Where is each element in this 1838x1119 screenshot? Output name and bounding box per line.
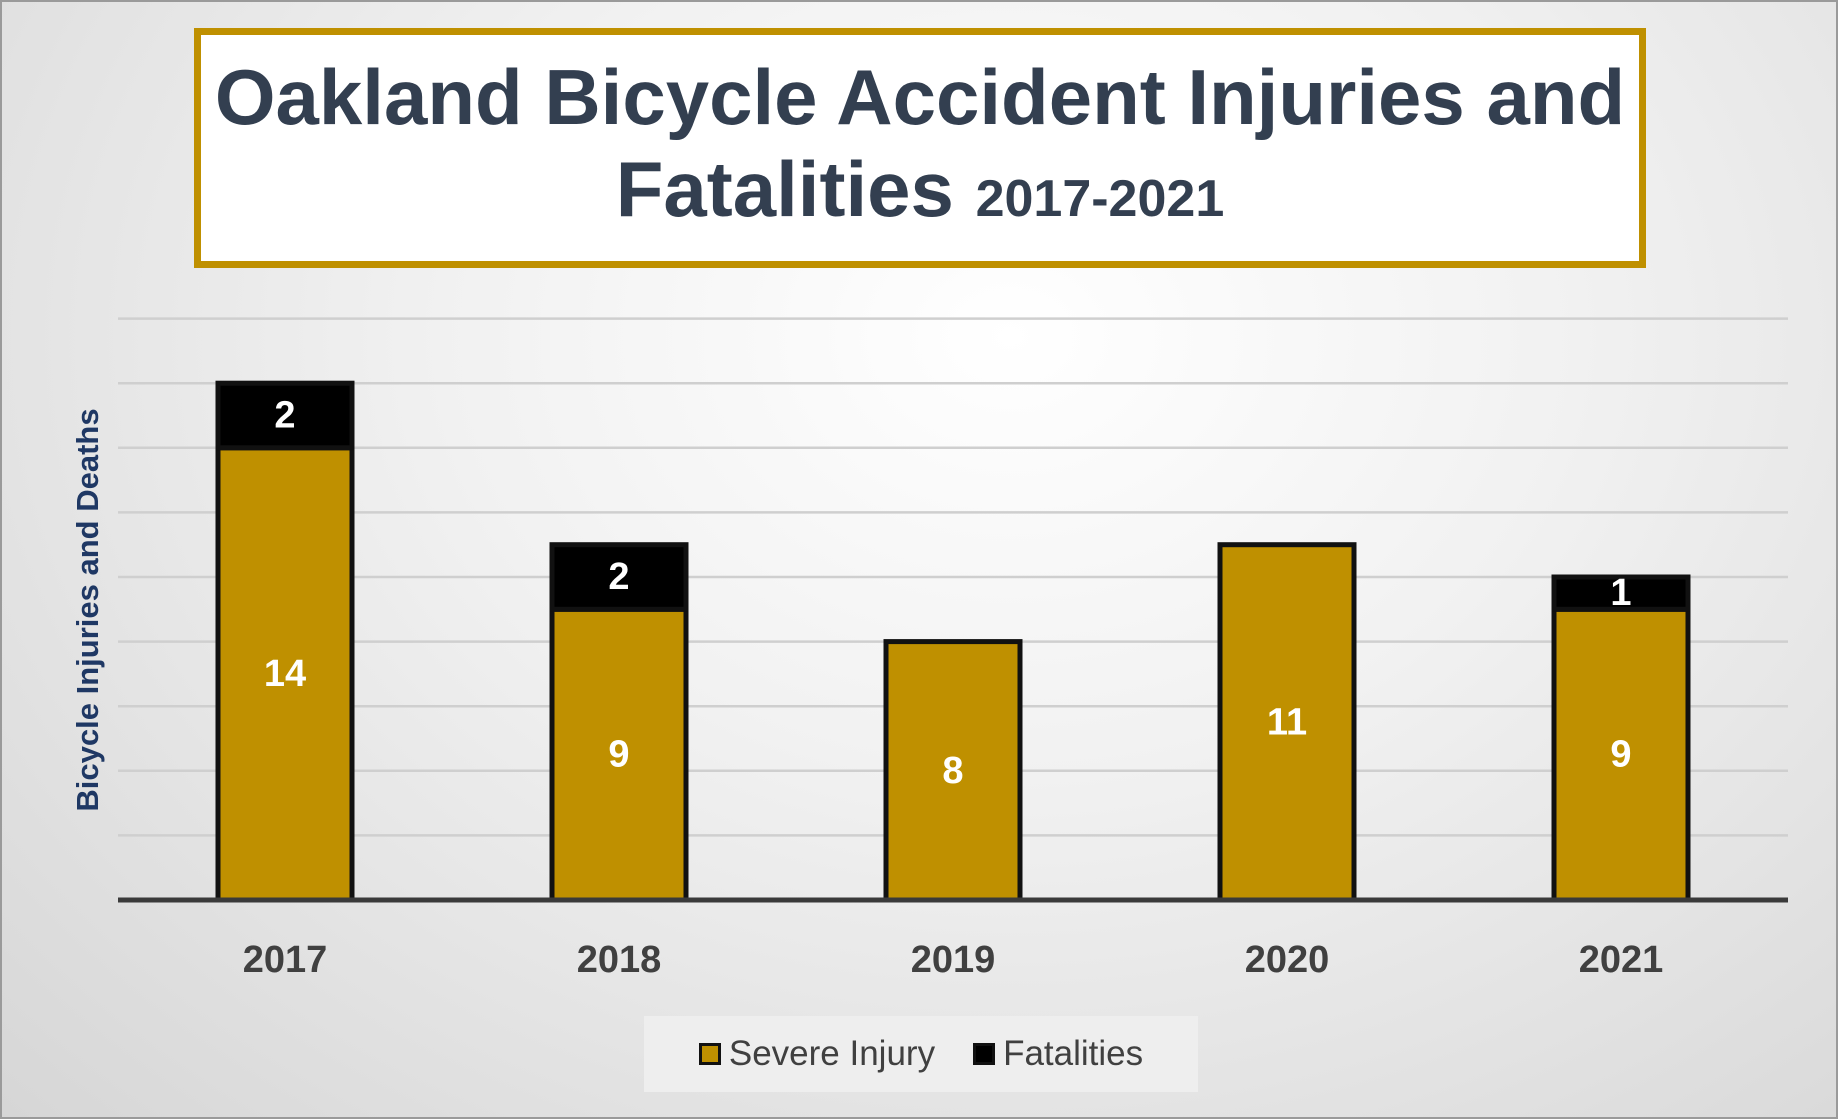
chart-title-box: Oakland Bicycle Accident Injuries and Fa…	[194, 28, 1646, 268]
chart-title: Oakland Bicycle Accident Injuries and	[214, 53, 1626, 141]
x-tick-label-2021: 2021	[1579, 939, 1664, 981]
data-label-severe-injury-2017: 14	[264, 653, 306, 695]
legend-label-severe-injury: Severe Injury	[728, 1034, 936, 1073]
legend-swatch-fatalities	[973, 1043, 996, 1065]
x-tick-label-2020: 2020	[1245, 939, 1330, 981]
x-tick-label-2019: 2019	[911, 939, 996, 981]
legend-item-fatalities: Fatalities	[973, 1034, 1143, 1074]
bar-fatalities-2017	[215, 380, 355, 451]
chart-title-second: Fatalities	[615, 145, 954, 233]
x-tick-label-2018: 2018	[577, 939, 662, 981]
bar-fatalities-2018	[549, 542, 689, 612]
bar-severe-injury-2019	[883, 639, 1023, 903]
chart-subtitle: 2017-2021	[975, 170, 1225, 228]
bar-severe-injury-2020	[1217, 542, 1357, 903]
legend-item-severe-injury: Severe Injury	[698, 1034, 936, 1074]
data-label-severe-injury-2020: 11	[1267, 701, 1307, 743]
data-label-fatalities-2021: 1	[1610, 572, 1631, 614]
bar-fatalities-2021	[1551, 574, 1691, 612]
legend-label-fatalities: Fatalities	[1003, 1034, 1144, 1073]
data-label-severe-injury-2018: 9	[608, 734, 629, 776]
data-label-fatalities-2017: 2	[274, 395, 295, 437]
data-label-severe-injury-2019: 8	[942, 750, 963, 792]
chart-title-line2: Fatalities 2017-2021	[616, 143, 1225, 245]
legend: Severe Injury Fatalities	[644, 1016, 1198, 1092]
legend-swatch-severe-injury	[698, 1043, 721, 1065]
x-tick-label-2017: 2017	[243, 939, 328, 981]
data-label-fatalities-2018: 2	[608, 556, 629, 598]
data-label-severe-injury-2021: 9	[1610, 734, 1631, 776]
